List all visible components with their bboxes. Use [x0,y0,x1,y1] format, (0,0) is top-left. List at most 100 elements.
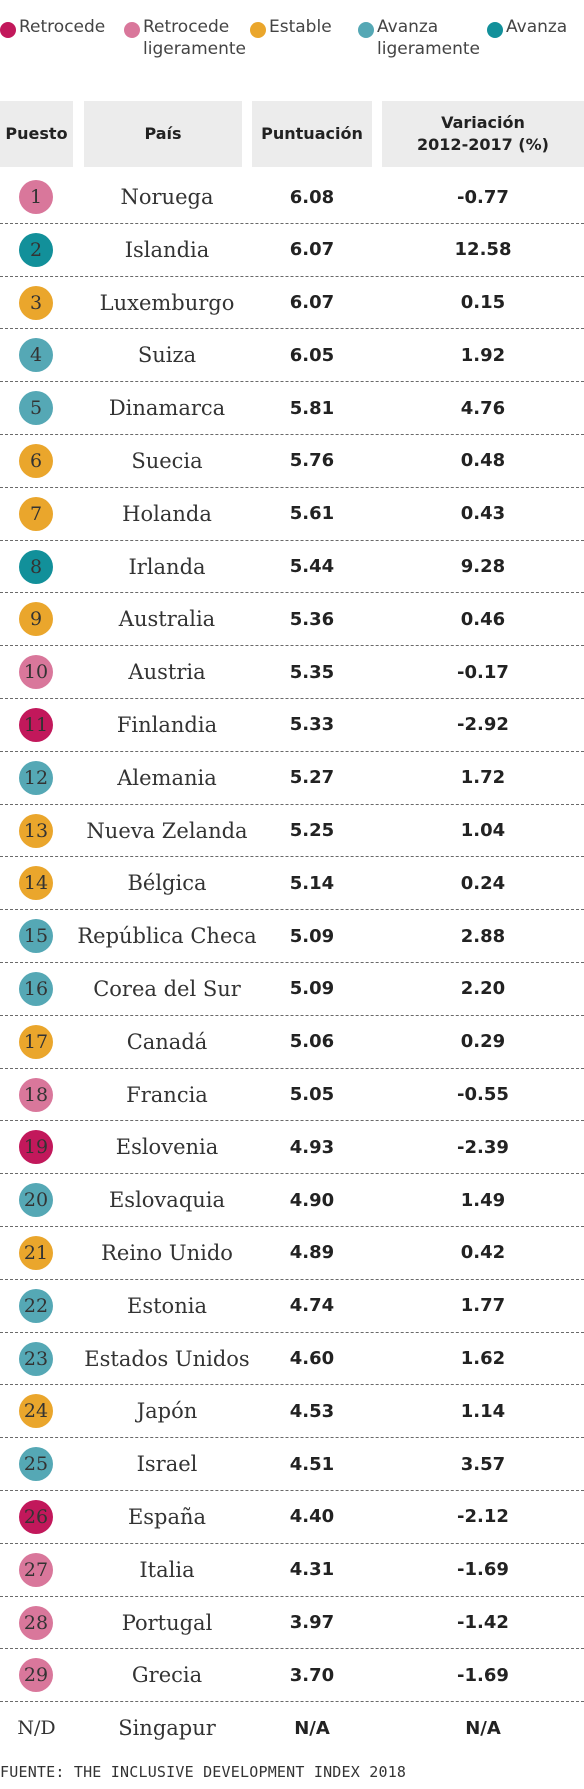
table-body: 1 Noruega 6.08 -0.77 2 Islandia 6.07 12.58 3 Luxe… [0,171,584,1755]
country-name: Francia [126,1082,208,1107]
variation-value: -2.39 [457,1136,509,1158]
country-name: Eslovaquia [108,1188,226,1213]
variation-value: 1.92 [460,344,506,366]
rank-badge: 12 [19,760,53,795]
country-name: Estonia [127,1293,207,1318]
score-value: 5.61 [289,503,335,525]
table-row: 4 Suiza 6.05 1.92 [0,329,584,383]
source-note: FUENTE: THE INCLUSIVE DEVELOPMENT INDEX … [0,1763,407,1781]
legend-swatch [0,22,16,38]
variation-value: -1.69 [457,1664,509,1686]
table-row: 25 Israel 4.51 3.57 [0,1438,584,1491]
country-name: Eslovenia [115,1135,219,1160]
rank-badge: 13 [19,813,53,848]
table-row: 29 Grecia 3.70 -1.69 [0,1649,584,1703]
score-value: 6.05 [289,344,335,366]
country-name: Luxemburgo [99,290,235,315]
rank-badge: 3 [19,285,53,320]
variation-value: 1.14 [460,1400,506,1422]
score-value: 4.31 [289,1559,335,1581]
score-value: 6.07 [289,292,335,314]
rank-badge: 4 [19,338,53,373]
table-row: 27 Italia 4.31 -1.69 [0,1544,584,1597]
rank-badge: 2 [19,232,53,267]
score-value: 4.93 [289,1136,335,1158]
variation-value: 9.28 [460,556,506,578]
country-name: Corea del Sur [93,976,241,1001]
variation-value: 0.43 [460,503,506,525]
variation-value: 1.04 [460,820,506,842]
rank-badge: 24 [19,1394,53,1429]
variation-value: 0.15 [460,292,506,314]
table-row: 11 Finlandia 5.33 -2.92 [0,699,584,752]
country-name: Singapur [118,1716,216,1741]
country-name: Canadá [126,1029,208,1054]
country-name: Suiza [137,343,197,368]
score-value: N/A [294,1717,330,1739]
variation-value: N/A [465,1717,501,1739]
rank-badge: 11 [19,707,53,742]
variation-value: -0.17 [457,661,509,683]
variation-value: 1.62 [460,1348,506,1370]
rank-badge: 8 [19,549,53,584]
rank-badge: 22 [19,1288,53,1323]
variation-value: 1.72 [460,767,506,789]
variation-value: 0.46 [460,608,506,630]
score-value: 5.81 [289,397,335,419]
legend-swatch [124,22,140,38]
legend-swatch [250,22,266,38]
score-value: 4.74 [289,1295,335,1317]
country-name: Italia [139,1557,195,1582]
rank-badge: 26 [19,1499,53,1534]
header-puesto: Puesto [0,101,73,167]
table-row: 6 Suecia 5.76 0.48 [0,435,584,488]
rank-badge: 20 [19,1183,53,1218]
rank-badge: 23 [19,1341,53,1376]
table-row: 7 Holanda 5.61 0.43 [0,488,584,541]
table-row: 23 Estados Unidos 4.60 1.62 [0,1333,584,1386]
table-row: 20 Eslovaquia 4.90 1.49 [0,1174,584,1227]
table-row: 21 Reino Unido 4.89 0.42 [0,1227,584,1280]
country-name: Portugal [121,1610,213,1635]
rank-badge: 9 [19,602,53,637]
country-name: España [127,1504,207,1529]
variation-value: 0.48 [460,450,506,472]
score-value: 3.70 [289,1664,335,1686]
variation-value: -0.77 [457,186,509,208]
legend-swatch [358,22,374,38]
rank-badge: 25 [19,1447,53,1482]
score-value: 4.53 [289,1400,335,1422]
country-name: Noruega [120,185,214,209]
country-name: Grecia [131,1663,203,1688]
table-row: 18 Francia 5.05 -0.55 [0,1069,584,1122]
score-value: 5.06 [289,1031,335,1053]
score-value: 6.07 [289,239,335,261]
rank-badge: 18 [19,1077,53,1112]
legend-label: Avanza ligeramente [377,17,481,59]
variation-value: 2.88 [460,925,506,947]
table-row: 22 Estonia 4.74 1.77 [0,1280,584,1333]
legend-label: Retrocede [19,17,106,37]
score-value: 4.51 [289,1453,335,1475]
rank-badge: 29 [19,1658,53,1693]
country-name: Nueva Zelanda [86,818,248,843]
country-name: Japón [136,1399,198,1424]
score-value: 3.97 [289,1612,335,1634]
variation-value: 4.76 [460,397,506,419]
rank-label: N/D [17,1717,56,1740]
score-value: 4.90 [289,1189,335,1211]
rank-badge: 5 [19,391,53,426]
country-name: Israel [136,1452,198,1477]
table-row: 15 República Checa 5.09 2.88 [0,910,584,963]
table-row: N/D Singapur N/A N/A [0,1702,584,1755]
score-value: 5.09 [289,925,335,947]
variation-value: 0.24 [460,872,506,894]
score-value: 4.40 [289,1506,335,1528]
variation-value: 12.58 [454,239,512,261]
country-name: Austria [128,660,206,685]
variation-value: 0.29 [460,1031,506,1053]
table-row: 24 Japón 4.53 1.14 [0,1385,584,1439]
score-value: 5.09 [289,978,335,1000]
table-row: 28 Portugal 3.97 -1.42 [0,1597,584,1650]
country-name: Reino Unido [101,1240,233,1265]
